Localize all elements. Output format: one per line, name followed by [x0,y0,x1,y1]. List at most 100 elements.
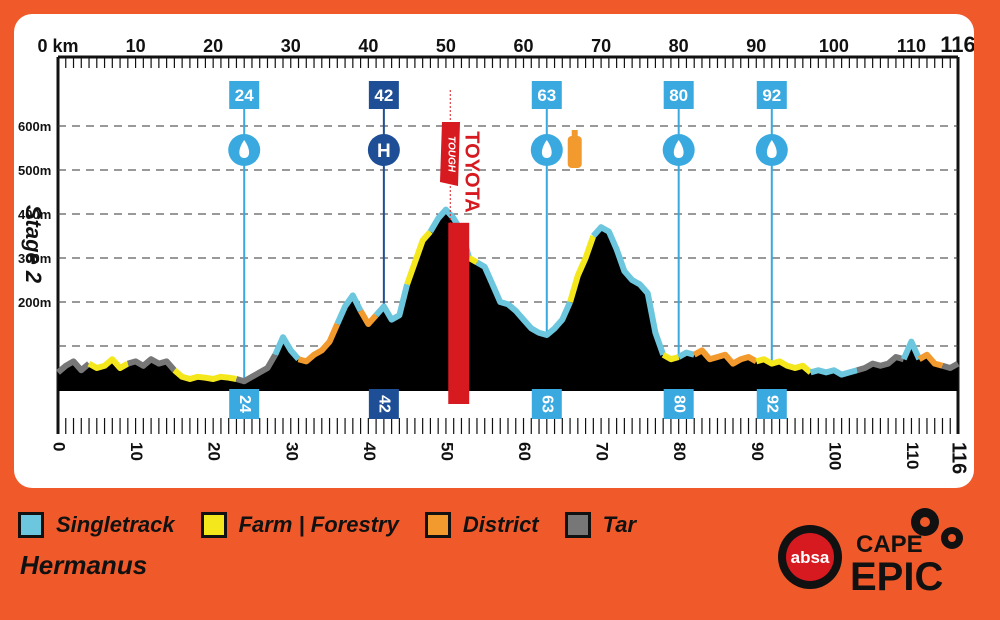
waypoint-label-bottom: 63 [539,395,556,413]
legend-item-district: District [424,512,539,538]
stage-label: Stage 2 [21,205,46,284]
x-tick-label-bottom: 40 [360,442,379,461]
x-tick-label-top: 30 [281,36,301,56]
y-tick-label: 300m [18,251,51,266]
surface-legend: Singletrack Farm | Forestry District Tar [18,512,662,538]
legend-swatch [200,512,227,538]
waypoint-box-bottom [229,389,260,419]
surface-segment [172,367,237,382]
y-tick-label: 600m [18,119,51,134]
x-tick-label-top: 116 [940,32,974,57]
surface-segment [404,229,433,286]
stage-location: Hermanus [20,550,148,580]
toyota-text: TOYOTA [461,131,483,212]
elevation-profile-chart: 200m 300m 400m 500m 600m 0 km 10 20 30 40 50 60 70 80… [18,32,974,474]
cape-text: CAPE [856,531,923,558]
x-tick-label-top: 50 [436,36,456,56]
surface-segment [475,259,573,338]
surface-segment [900,338,922,361]
x-tick-label-top: 0 km [37,36,78,56]
waypoint-box-bottom [368,389,399,419]
x-tick-label-bottom: 20 [205,442,224,461]
legend-label: Tar [602,512,637,537]
absa-logo: absa [778,525,842,589]
waypoint-box-top [756,81,787,109]
waypoint-label-top: 63 [537,86,556,105]
y-tick-label: 500m [18,163,51,178]
hospital-icon [367,134,400,166]
waypoint-label-top: 80 [669,86,688,105]
water-drop-glyph [766,140,777,158]
waypoint-box-top [368,81,399,109]
x-tick-label-bottom: 110 [903,442,922,469]
waypoint-label-bottom: 24 [236,395,253,413]
x-tick-label-bottom: 70 [593,442,612,461]
x-tick-label-bottom: 80 [670,442,689,461]
surface-segment [591,224,667,356]
y-tick-label: 400m [18,207,51,222]
x-tick-label-top: 80 [669,36,689,56]
surface-segment [467,255,479,266]
water-drop-glyph [673,140,684,158]
waypoint-label-top: 42 [374,86,393,105]
epic-text: EPIC [850,555,943,599]
waypoint-label-bottom: 92 [764,395,781,413]
surface-segment [334,292,364,326]
x-tick-label-top: 20 [203,36,223,56]
x-tick-label-bottom: 116 [948,442,970,474]
x-tick-label-top: 90 [746,36,766,56]
surface-segment [856,354,905,374]
y-tick-label: 200m [18,295,51,310]
toyota-tough-text: TOUGH [445,136,456,173]
legend-label: Farm | Forestry [238,512,399,537]
waypoint-box-top [663,81,694,109]
legend-swatch [564,512,591,538]
water-drop-glyph [541,140,552,158]
surface-segment [358,309,379,327]
gear-icon [911,508,963,549]
x-tick-label-bottom: 90 [748,442,767,461]
waypoint-label-top: 24 [235,86,254,105]
x-tick-label-top: 40 [358,36,378,56]
waypoint-box-bottom [663,389,694,419]
surface-segment [126,356,177,373]
surface-segment [692,347,758,367]
surface-segment [272,334,301,362]
bottle-icon [567,136,582,168]
x-tick-label-top: 110 [897,36,926,56]
legend-label: District [462,512,539,537]
x-tick-label-bottom: 60 [515,442,534,461]
x-tick-label-top: 10 [126,36,146,56]
surface-segment [56,358,91,375]
surface-segment [755,356,813,375]
x-tick-label-bottom: 0 [50,442,69,451]
surface-segment [661,352,680,363]
absa-text: absa [791,548,830,567]
surface-segment [809,367,858,378]
waypoint-box-top [229,81,260,109]
cape-epic-logo: absa CAPE EPIC [778,508,963,599]
x-tick-label-top: 70 [591,36,611,56]
x-tick-label-top: 60 [514,36,534,56]
surface-segment [677,349,696,360]
waypoint-label-bottom: 42 [376,395,393,413]
legend-item-singletrack: Singletrack [18,512,175,538]
x-tick-label-bottom: 30 [282,442,301,461]
x-tick-label-top: 100 [819,36,849,56]
chart-card: 200m 300m 400m 500m 600m 0 km 10 20 30 40 50 60 70 80… [14,14,974,488]
surface-segment [567,235,597,303]
x-tick-label-bottom: 100 [825,442,844,470]
surface-segment [87,356,130,371]
legend-item-tar: Tar [564,512,637,538]
bottle-cap-icon [571,130,578,137]
surface-segment [297,322,341,365]
legend-item-farm-forestry: Farm | Forestry [200,512,399,538]
waypoint-box-top [531,81,562,109]
toyota-flag [440,122,460,186]
elevation-area [58,209,958,391]
hospital-icon-label: H [377,141,391,162]
waypoint-label-bottom: 80 [670,395,687,413]
legend-label: Singletrack [56,512,175,537]
waypoint-box-bottom [531,389,562,419]
surface-segment [917,351,944,369]
